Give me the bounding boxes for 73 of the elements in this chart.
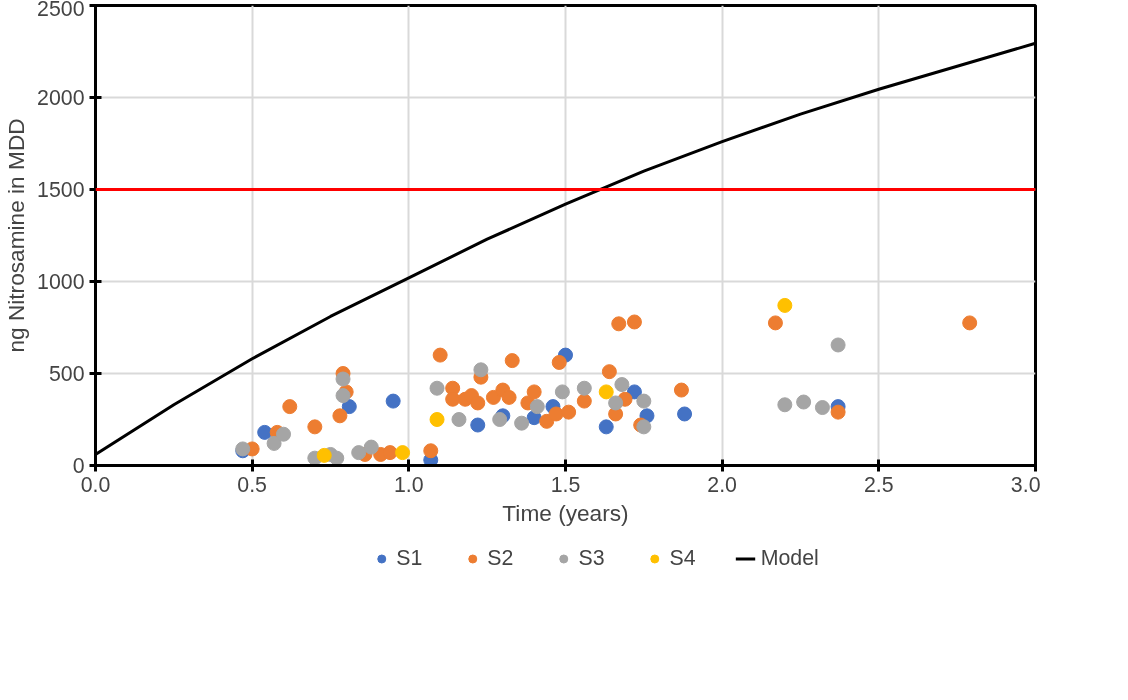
point <box>636 393 652 409</box>
legend-label: S4 <box>669 545 696 571</box>
x-tick-label: 2.0 <box>707 472 738 497</box>
point <box>626 314 642 330</box>
point <box>282 399 298 415</box>
point <box>551 354 567 370</box>
y-tick-label: 2500 <box>37 0 85 21</box>
point <box>673 382 689 398</box>
point <box>473 362 489 378</box>
point <box>830 337 846 353</box>
legend-label: S1 <box>396 545 423 571</box>
point <box>335 371 351 387</box>
point <box>576 380 592 396</box>
point <box>561 404 577 420</box>
point <box>382 445 398 461</box>
point <box>548 406 564 422</box>
point <box>423 443 439 459</box>
x-tick-label: 3.0 <box>1010 472 1041 497</box>
x-tick-label: 1.5 <box>550 472 581 497</box>
point <box>451 412 467 427</box>
point <box>395 445 411 461</box>
point <box>363 439 379 455</box>
y-tick-label: 1500 <box>37 178 85 202</box>
point <box>316 447 332 463</box>
point <box>470 395 486 411</box>
point <box>335 388 351 404</box>
point <box>351 445 367 461</box>
y-tick-label: 1000 <box>37 270 85 294</box>
point <box>608 395 624 411</box>
point <box>962 315 978 331</box>
point <box>257 424 273 440</box>
point <box>767 315 783 331</box>
point <box>429 380 445 396</box>
x-tick-label: 1.0 <box>394 472 424 497</box>
point <box>677 406 693 422</box>
point <box>266 435 282 451</box>
y-tick-label: 500 <box>48 362 85 386</box>
point <box>614 377 630 393</box>
point <box>830 404 846 420</box>
point <box>526 384 542 400</box>
point <box>307 419 323 435</box>
y-tick-label: 2000 <box>37 86 85 110</box>
legend-label: S3 <box>578 545 605 571</box>
x-tick-label: 2.5 <box>864 472 894 497</box>
legend-label: S2 <box>487 545 514 571</box>
point <box>554 384 570 400</box>
point <box>796 394 812 410</box>
point <box>470 417 486 433</box>
x-tick-label: 0.5 <box>237 472 267 497</box>
point <box>332 408 348 424</box>
point <box>445 391 461 407</box>
x-axis-title: Time (years) <box>502 499 629 526</box>
point <box>385 393 401 409</box>
point <box>504 353 520 369</box>
point <box>341 399 357 415</box>
point <box>429 412 445 427</box>
point <box>501 389 517 405</box>
legend-label: Model <box>760 545 819 571</box>
point <box>514 415 530 431</box>
y-axis-title: ng Nitrosamine in MDD <box>3 118 30 353</box>
point <box>492 412 508 427</box>
point <box>576 393 592 409</box>
point <box>432 347 448 363</box>
point <box>598 419 614 435</box>
point <box>529 399 545 415</box>
point <box>814 400 830 416</box>
point <box>777 297 793 313</box>
point <box>598 384 614 400</box>
point <box>276 426 291 442</box>
point <box>611 316 627 332</box>
point <box>777 397 793 413</box>
point <box>485 389 501 405</box>
point <box>601 364 617 380</box>
